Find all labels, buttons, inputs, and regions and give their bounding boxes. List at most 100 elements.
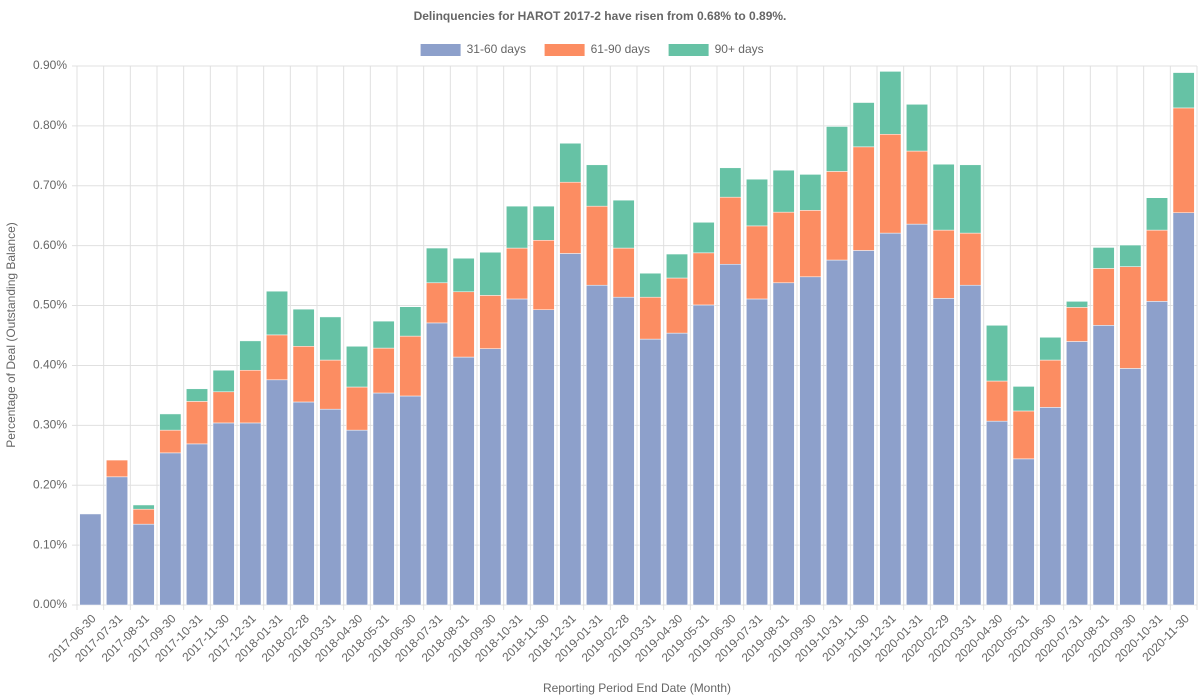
bar-segment bbox=[346, 346, 368, 388]
bar-segment bbox=[852, 250, 875, 606]
bar-segment bbox=[719, 167, 742, 198]
bar-segment bbox=[1012, 410, 1035, 460]
legend-swatch bbox=[420, 44, 461, 56]
bar-segment bbox=[452, 356, 475, 606]
bar-segment bbox=[1039, 337, 1062, 361]
bar-segment bbox=[79, 513, 102, 606]
bar-segment bbox=[1119, 244, 1142, 267]
bar-segment bbox=[426, 282, 448, 324]
bar-segment bbox=[612, 247, 635, 298]
bar-segment bbox=[746, 298, 768, 606]
bar-segment bbox=[506, 298, 528, 606]
bar-segment bbox=[559, 181, 582, 254]
legend-swatch bbox=[544, 44, 585, 56]
x-axis-label: Reporting Period End Date (Month) bbox=[543, 681, 731, 695]
bar-segment bbox=[1172, 107, 1195, 213]
bar-segment bbox=[879, 134, 902, 234]
bar-segment bbox=[266, 334, 288, 381]
bar-segment bbox=[212, 422, 235, 606]
bar-segment bbox=[1039, 359, 1062, 408]
y-tick-label: 0.10% bbox=[33, 537, 67, 551]
bar-segment bbox=[879, 71, 902, 135]
bar-segment bbox=[719, 196, 742, 265]
bar-segment bbox=[586, 164, 608, 207]
y-tick-label: 0.40% bbox=[33, 358, 67, 372]
bar-segment bbox=[799, 276, 822, 606]
bar-segment bbox=[479, 348, 502, 606]
bar-segment bbox=[106, 476, 128, 606]
y-tick-label: 0.70% bbox=[33, 178, 67, 192]
legend-swatch bbox=[668, 44, 709, 56]
bar-segment bbox=[959, 284, 982, 606]
legend-label: 90+ days bbox=[715, 42, 764, 56]
bar-segment bbox=[612, 296, 635, 606]
y-tick-label: 0.90% bbox=[33, 58, 67, 72]
bar-segment bbox=[746, 178, 768, 227]
bar-segment bbox=[612, 199, 635, 249]
bar-segment bbox=[1119, 368, 1142, 606]
bar-segment bbox=[906, 150, 928, 225]
y-axis-label: Percentage of Deal (Outstanding Balance) bbox=[4, 222, 18, 447]
bar-segment bbox=[319, 408, 342, 606]
bar-segment bbox=[292, 308, 315, 347]
y-tick-label: 0.80% bbox=[33, 118, 67, 132]
bar-segment bbox=[1092, 247, 1115, 269]
y-tick-label: 0.00% bbox=[33, 597, 67, 611]
chart-title: Delinquencies for HAROT 2017-2 have rise… bbox=[414, 9, 787, 23]
bar-segment bbox=[1092, 268, 1115, 326]
bar-segment bbox=[426, 247, 448, 284]
bar-segment bbox=[186, 443, 208, 606]
y-tick-label: 0.50% bbox=[33, 298, 67, 312]
bar-segment bbox=[586, 284, 608, 606]
bar-segment bbox=[852, 102, 875, 148]
bar-segment bbox=[1012, 386, 1035, 412]
bar-segment bbox=[959, 232, 982, 286]
bar-segment bbox=[1172, 72, 1195, 109]
bar-segment bbox=[1146, 301, 1168, 606]
bar-segment bbox=[1066, 307, 1088, 342]
bar-segment bbox=[452, 291, 475, 358]
bar-segment bbox=[346, 429, 368, 606]
bar-segment bbox=[826, 126, 848, 172]
bar-segment bbox=[932, 298, 955, 606]
bar-segment bbox=[159, 413, 182, 431]
bar-segment bbox=[426, 322, 448, 606]
bar-segment bbox=[1039, 407, 1062, 606]
bar-segment bbox=[452, 257, 475, 293]
bar-segment bbox=[692, 222, 715, 254]
bar-segment bbox=[372, 392, 395, 606]
bar-segment bbox=[292, 346, 315, 403]
bar-segment bbox=[186, 388, 208, 402]
bar-segment bbox=[132, 508, 155, 525]
bar-segment bbox=[479, 295, 502, 349]
bar-segment bbox=[266, 379, 288, 606]
bar-segment bbox=[1012, 458, 1035, 606]
bar-segment bbox=[692, 304, 715, 606]
bar-segment bbox=[186, 401, 208, 445]
bar-segment bbox=[666, 253, 688, 279]
bar-segment bbox=[932, 163, 955, 231]
bar-segment bbox=[159, 452, 182, 606]
bar-segment bbox=[372, 320, 395, 349]
bar-segment bbox=[746, 225, 768, 300]
bar-segment bbox=[826, 171, 848, 261]
bar-segment bbox=[266, 290, 288, 336]
bar-segment bbox=[132, 504, 155, 510]
bar-segment bbox=[1066, 341, 1088, 606]
bar-segment bbox=[346, 386, 368, 431]
bar-segment bbox=[506, 205, 528, 249]
legend-label: 61-90 days bbox=[591, 42, 650, 56]
bar-segment bbox=[319, 316, 342, 361]
bar-segment bbox=[479, 252, 502, 296]
y-tick-label: 0.60% bbox=[33, 238, 67, 252]
bar-segment bbox=[212, 391, 235, 424]
y-tick-label: 0.30% bbox=[33, 418, 67, 432]
bar-segment bbox=[399, 395, 422, 606]
bar-segment bbox=[399, 335, 422, 397]
y-tick-label: 0.20% bbox=[33, 477, 67, 491]
bar-segment bbox=[932, 229, 955, 299]
bar-segment bbox=[639, 296, 662, 340]
bar-segment bbox=[1066, 301, 1088, 308]
bar-segment bbox=[852, 146, 875, 251]
